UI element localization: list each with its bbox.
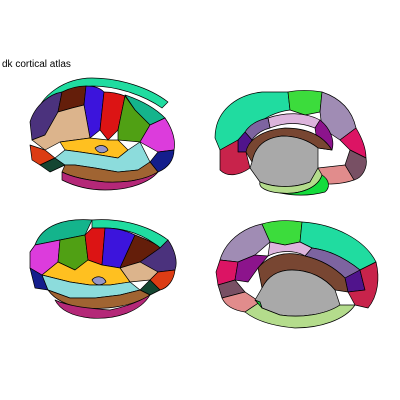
region-caudalanteriorcingulate <box>244 117 271 141</box>
region-superiorparietal <box>34 219 93 246</box>
region-parahippocampal <box>279 174 329 196</box>
region-parahippocampal <box>254 299 263 309</box>
region-transversetemporal <box>94 145 109 154</box>
plot-title: dk cortical atlas <box>2 59 71 70</box>
right-lateral-view <box>29 219 177 319</box>
region-posteriorcingulate <box>267 113 321 129</box>
left-lateral-view <box>29 77 175 191</box>
region-paracentral <box>287 90 323 116</box>
region-postcentral <box>99 91 126 141</box>
region-medialorbitofrontal <box>219 139 251 176</box>
region-precentral <box>83 85 105 139</box>
region-precuneus <box>219 223 271 263</box>
region-postcentral <box>84 227 106 266</box>
right-medial-view <box>215 220 379 329</box>
region-medialorbitofrontal <box>347 261 379 309</box>
region-parsopercularis <box>31 104 91 151</box>
region-inferiortemporal <box>54 294 151 319</box>
region-middletemporal <box>47 289 151 309</box>
region-posteriorcingulate <box>267 241 313 257</box>
region-inferiortemporal <box>61 171 159 191</box>
region-fusiform <box>244 301 356 329</box>
left-medial-view <box>214 90 367 196</box>
region-transversetemporal <box>91 276 107 286</box>
